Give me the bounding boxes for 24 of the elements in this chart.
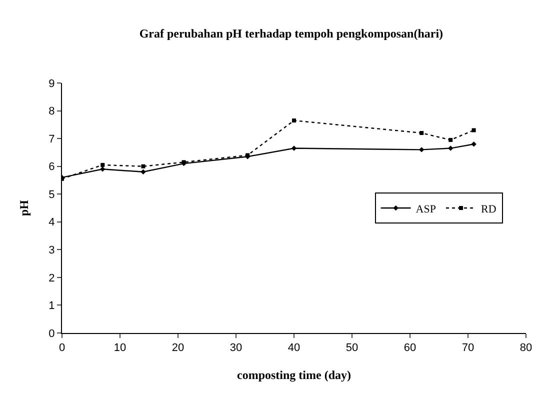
y-tick-label: 0 — [48, 328, 55, 340]
legend-label: RD — [480, 203, 496, 216]
y-tick-label: 7 — [48, 133, 55, 146]
y-tick-label: 9 — [48, 78, 55, 90]
x-tick-label: 30 — [230, 342, 242, 354]
y-tick-label: 1 — [48, 300, 55, 312]
y-tick-label: 6 — [48, 161, 55, 174]
x-tick-label: 60 — [404, 342, 416, 354]
x-tick-label: 0 — [58, 342, 66, 354]
x-tick-label: 70 — [462, 342, 474, 354]
x-axis-title: composting time (day) — [237, 368, 351, 382]
x-tick-label: 50 — [346, 342, 358, 354]
y-tick-label: 3 — [48, 244, 55, 257]
x-tick-label: 80 — [520, 342, 532, 354]
y-tick-label: 5 — [48, 188, 55, 201]
chart-title: Graf perubahan pH terhadap tempoh pengkomposan(hari) — [139, 26, 444, 40]
x-tick-label: 40 — [288, 342, 300, 354]
y-tick-label: 2 — [48, 272, 55, 284]
y-tick-label: 4 — [48, 216, 55, 229]
y-tick-label: 8 — [48, 106, 55, 118]
legend-label: ASP — [416, 203, 436, 216]
y-axis-title: pH — [17, 199, 31, 216]
x-tick-label: 20 — [172, 342, 184, 354]
x-tick-label: 10 — [114, 342, 126, 354]
